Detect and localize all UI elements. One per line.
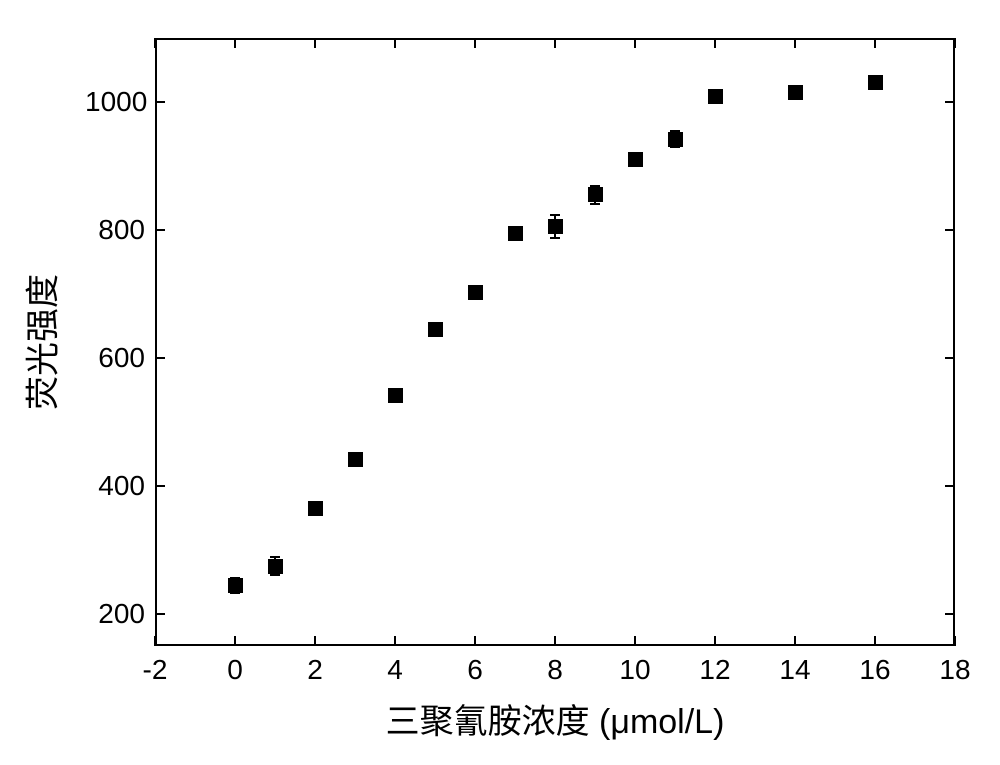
- y-tick-right: [945, 485, 955, 487]
- x-tick-label: 8: [547, 654, 563, 686]
- y-tick: [155, 485, 165, 487]
- y-tick: [155, 101, 165, 103]
- x-tick-label: 0: [227, 654, 243, 686]
- y-tick-right: [945, 229, 955, 231]
- scatter-chart: 三聚氰胺浓度 (μmol/L) 荧光强度 -2 0 2 4 6 8 10 12 14 16 18 20…: [0, 0, 1000, 765]
- data-point: [628, 152, 643, 167]
- y-tick-right: [945, 613, 955, 615]
- x-tick: [794, 636, 796, 646]
- x-tick-top: [954, 38, 956, 48]
- y-tick-label: 400: [85, 470, 145, 502]
- y-tick-label: 200: [85, 598, 145, 630]
- data-point: [508, 226, 523, 241]
- data-point: [868, 75, 883, 90]
- x-tick: [714, 636, 716, 646]
- y-tick-label: 800: [85, 214, 145, 246]
- y-tick: [155, 613, 165, 615]
- x-tick: [874, 636, 876, 646]
- x-tick-label: 16: [859, 654, 890, 686]
- x-tick-label: 6: [467, 654, 483, 686]
- x-tick-top: [874, 38, 876, 48]
- x-tick-label: 10: [619, 654, 650, 686]
- data-point: [428, 322, 443, 337]
- data-point: [708, 89, 723, 104]
- error-cap: [590, 203, 600, 205]
- y-tick-right: [945, 101, 955, 103]
- x-tick-top: [154, 38, 156, 48]
- x-tick: [314, 636, 316, 646]
- data-point: [588, 187, 603, 202]
- x-tick-top: [714, 38, 716, 48]
- x-tick-label: 12: [699, 654, 730, 686]
- data-point: [788, 85, 803, 100]
- x-tick-label: 4: [387, 654, 403, 686]
- x-tick: [234, 636, 236, 646]
- data-point: [548, 219, 563, 234]
- x-tick: [554, 636, 556, 646]
- plot-area: [155, 38, 955, 646]
- y-tick-label: 600: [85, 342, 145, 374]
- x-tick-top: [794, 38, 796, 48]
- data-point: [668, 132, 683, 147]
- x-tick: [634, 636, 636, 646]
- y-tick: [155, 357, 165, 359]
- x-tick: [954, 636, 956, 646]
- x-tick: [154, 636, 156, 646]
- x-axis-label: 三聚氰胺浓度 (μmol/L): [386, 694, 725, 743]
- data-point: [468, 285, 483, 300]
- x-tick-top: [234, 38, 236, 48]
- data-point: [388, 388, 403, 403]
- x-tick-label: 14: [779, 654, 810, 686]
- error-cap: [270, 574, 280, 576]
- error-cap: [550, 214, 560, 216]
- data-point: [268, 559, 283, 574]
- x-tick: [394, 636, 396, 646]
- x-tick-top: [474, 38, 476, 48]
- data-point: [228, 578, 243, 593]
- x-tick-label: 2: [307, 654, 323, 686]
- data-point: [348, 452, 363, 467]
- x-tick-label: -2: [143, 654, 168, 686]
- x-tick-top: [634, 38, 636, 48]
- y-tick-right: [945, 357, 955, 359]
- y-axis-label: 荧光强度: [16, 274, 65, 410]
- x-tick-top: [394, 38, 396, 48]
- data-point: [308, 501, 323, 516]
- error-cap: [550, 237, 560, 239]
- x-tick-label: 18: [939, 654, 970, 686]
- x-tick-top: [314, 38, 316, 48]
- y-tick-label: 1000: [85, 86, 145, 118]
- y-tick: [155, 229, 165, 231]
- x-tick: [474, 636, 476, 646]
- x-tick-top: [554, 38, 556, 48]
